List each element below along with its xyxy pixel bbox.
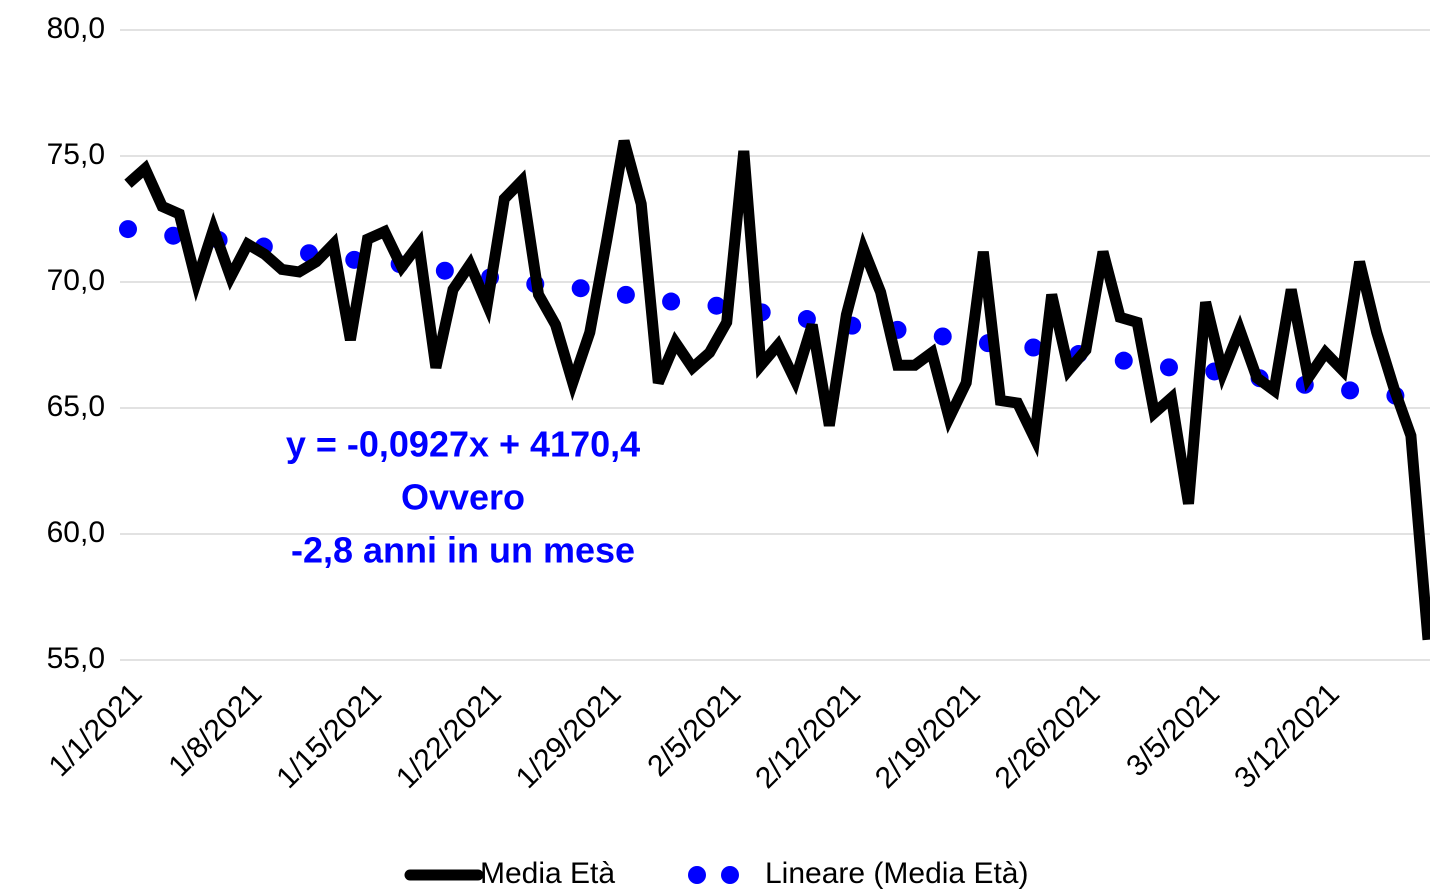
x-tick-label: 1/15/2021 xyxy=(270,677,388,795)
x-tick-label: 1/1/2021 xyxy=(43,677,149,783)
y-tick-label: 80,0 xyxy=(47,12,105,45)
x-tick-label: 2/19/2021 xyxy=(869,677,987,795)
y-tick-label: 75,0 xyxy=(47,138,105,171)
y-tick-label: 65,0 xyxy=(47,390,105,423)
legend-label: Media Età xyxy=(480,857,615,890)
series-line xyxy=(119,220,1430,410)
annotation: y = -0,0927x + 4170,4 xyxy=(286,424,640,465)
x-tick-label: 2/26/2021 xyxy=(989,677,1107,795)
y-tick-label: 70,0 xyxy=(47,264,105,297)
x-tick-label: 3/5/2021 xyxy=(1120,677,1226,783)
plot: 55,0 60,0 65,0 70,0 75,0 80,0 1/1/2021 1/8/2021… xyxy=(43,12,1430,890)
x-tick-label: 2/5/2021 xyxy=(641,677,747,783)
legend-swatch xyxy=(688,866,706,884)
legend-label: Lineare (Media Età) xyxy=(765,857,1028,890)
x-tick-label: 3/12/2021 xyxy=(1228,677,1346,795)
x-tick-label: 2/12/2021 xyxy=(749,677,867,795)
legend-swatch xyxy=(721,866,739,884)
annotation: -2,8 anni in un mese xyxy=(291,530,635,571)
annotation: Ovvero xyxy=(401,477,525,518)
x-tick-label: 1/22/2021 xyxy=(390,677,508,795)
x-tick-label: 1/29/2021 xyxy=(510,677,628,795)
legend: Media Età Lineare (Media Età) xyxy=(404,857,1028,890)
series-line xyxy=(124,139,1430,641)
y-tick-label: 60,0 xyxy=(47,516,105,549)
y-tick-label: 55,0 xyxy=(47,642,105,675)
x-tick-label: 1/8/2021 xyxy=(162,677,268,783)
